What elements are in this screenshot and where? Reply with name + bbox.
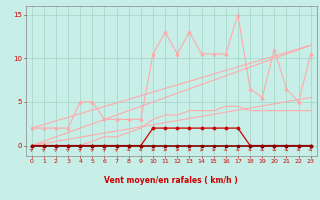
X-axis label: Vent moyen/en rafales ( km/h ): Vent moyen/en rafales ( km/h ) [104, 176, 238, 185]
